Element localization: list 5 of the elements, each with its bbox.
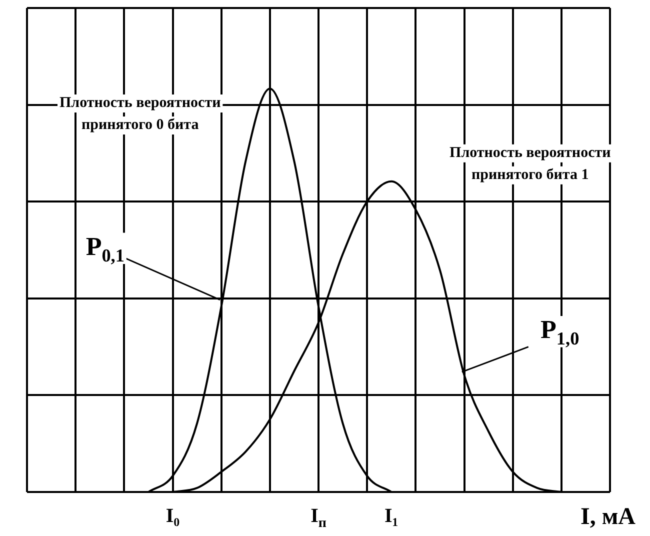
x-tick-label: I₁	[384, 505, 398, 527]
x-tick-label: I₀	[166, 505, 180, 527]
annotation: Плотность вероятности принятого 0 бита	[59, 95, 222, 134]
x-axis-title: I, мА	[580, 504, 636, 530]
annotation: Плотность вероятности принятого бита 1	[450, 145, 612, 184]
